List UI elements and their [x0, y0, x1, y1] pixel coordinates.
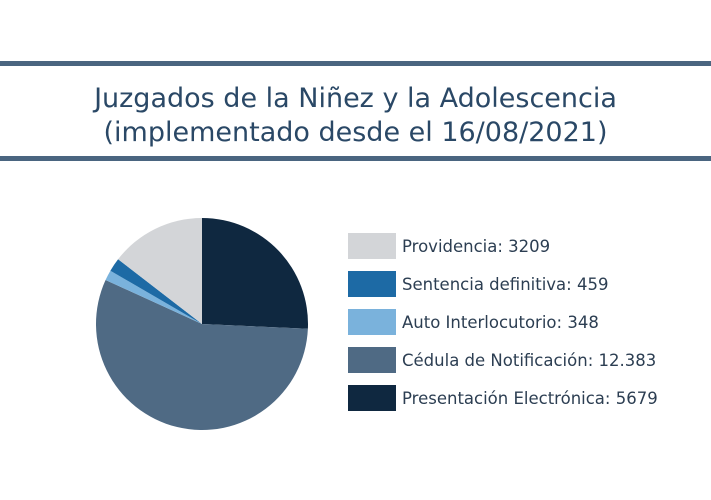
- legend-swatch: [348, 233, 396, 259]
- legend-item: Providencia: 3209: [348, 233, 550, 259]
- pie-slice: [118, 218, 202, 324]
- bottom-divider: [0, 156, 711, 161]
- legend-swatch: [348, 271, 396, 297]
- pie-slice: [202, 218, 308, 329]
- legend-item: Cédula de Notificación: 12.383: [348, 347, 656, 373]
- legend-label: Providencia: 3209: [402, 236, 551, 256]
- legend-label: Cédula de Notificación: 12.383: [402, 350, 657, 370]
- legend-swatch: [348, 309, 396, 335]
- legend-item: Presentación Electrónica: 5679: [348, 385, 658, 411]
- legend-item: Auto Interlocutorio: 348: [348, 309, 599, 335]
- legend-label: Sentencia definitiva: 459: [402, 274, 609, 294]
- legend-label: Presentación Electrónica: 5679: [402, 388, 658, 408]
- chart-title-line-1: Juzgados de la Niñez y la Adolescencia: [94, 83, 617, 114]
- chart-title-line-2: (implementado desde el 16/08/2021): [103, 117, 608, 148]
- chart-title: Juzgados de la Niñez y la Adolescencia (…: [0, 82, 711, 150]
- legend-swatch: [348, 347, 396, 373]
- pie-chart: [95, 218, 308, 431]
- legend-swatch: [348, 385, 396, 411]
- pie-slice: [95, 280, 308, 431]
- legend-label: Auto Interlocutorio: 348: [402, 312, 599, 332]
- legend-item: Sentencia definitiva: 459: [348, 271, 608, 297]
- top-divider: [0, 61, 711, 66]
- pie-slice: [110, 259, 202, 324]
- pie-slice: [105, 270, 202, 324]
